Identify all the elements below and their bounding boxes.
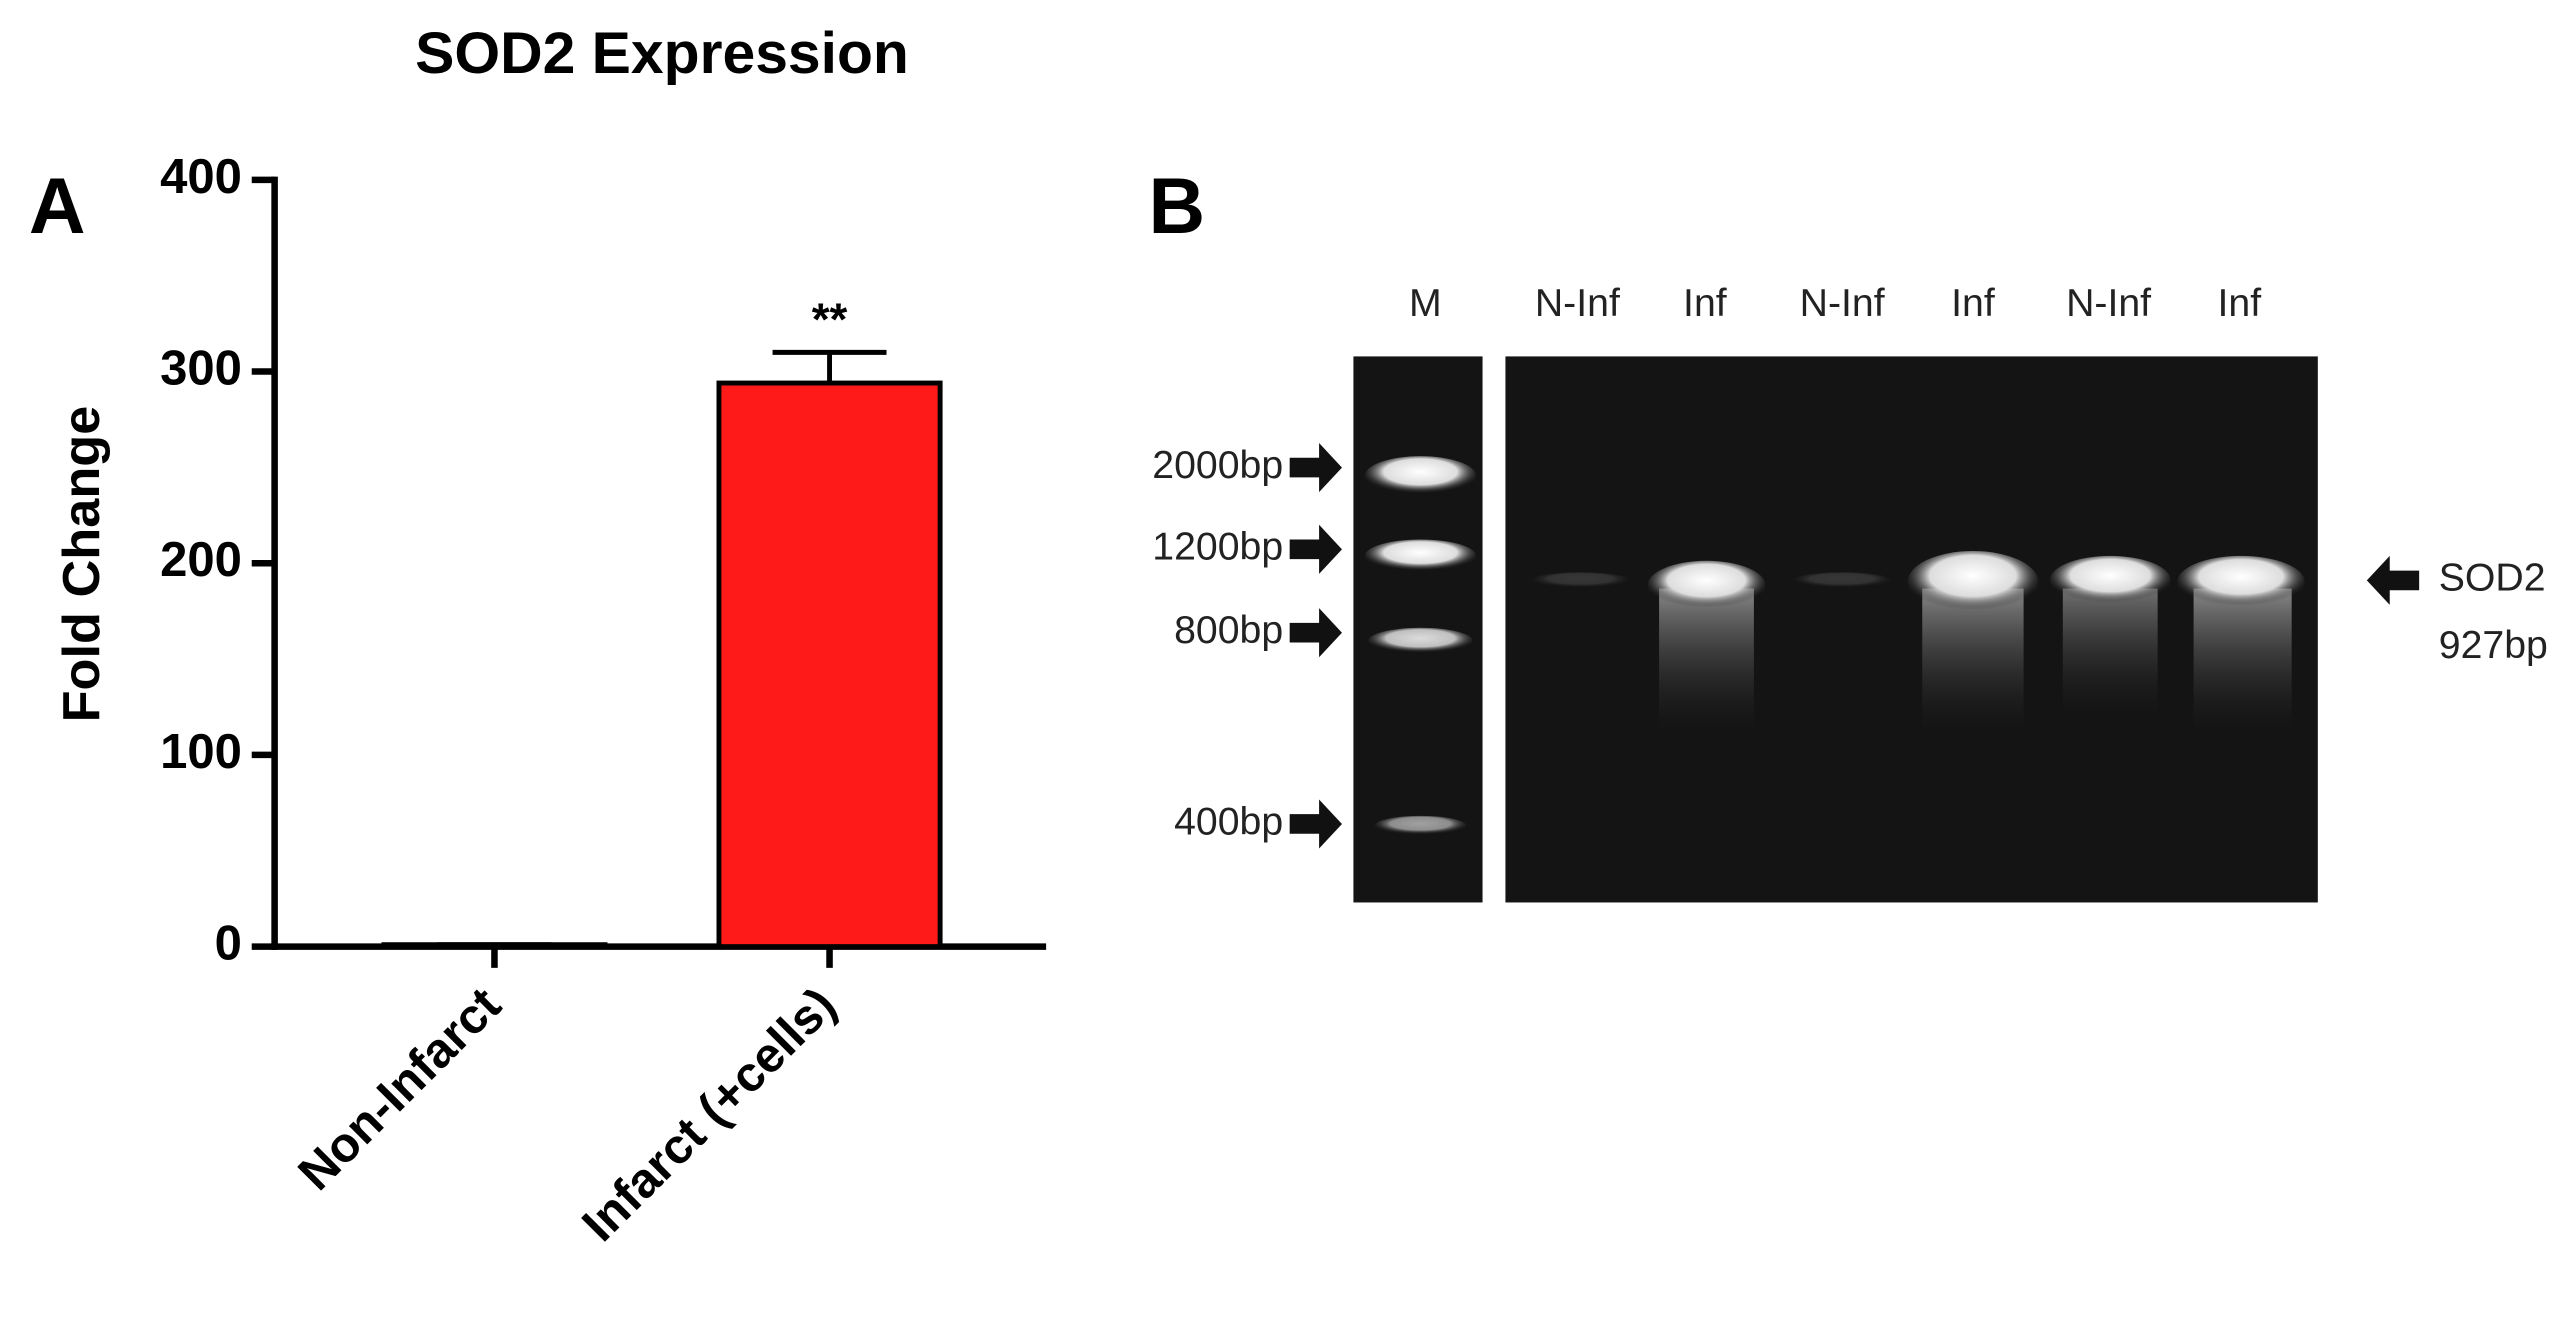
marker-band — [1364, 539, 1477, 573]
y-tick-label: 100 — [160, 725, 242, 779]
arrow — [1289, 608, 1342, 658]
y-tick-label: 200 — [160, 533, 242, 587]
lane-label: M — [1409, 281, 1442, 325]
band-size: 927bp — [2439, 623, 2548, 667]
arrow — [1289, 524, 1342, 574]
panel-label: B — [1149, 162, 1206, 250]
y-tick-label: 300 — [160, 341, 242, 395]
x-tick-label: Non-Infarct — [288, 978, 511, 1201]
band-name: SOD2 — [2439, 556, 2546, 600]
smear — [2193, 588, 2292, 736]
panel-label: A — [29, 162, 86, 250]
significance: ** — [812, 294, 848, 345]
smear — [1659, 588, 1754, 736]
lane-label: N-Inf — [1800, 281, 1885, 325]
x-tick-label: Infarct (+cells) — [572, 978, 846, 1252]
lane-label: Inf — [1683, 281, 1727, 325]
marker-band — [1368, 627, 1473, 654]
marker-label: 2000bp — [1152, 443, 1283, 487]
marker-band — [1374, 815, 1467, 836]
sample-band — [2177, 555, 2305, 609]
sample-band — [2049, 555, 2171, 605]
sample-band — [1647, 560, 1766, 610]
smear — [2062, 588, 2158, 720]
gel: M N-Inf Inf N-Inf Inf N-Inf Inf 2000bp 1… — [1152, 281, 2548, 903]
marker-label: 400bp — [1174, 799, 1283, 843]
arrow — [1289, 799, 1342, 849]
sample-band — [1793, 572, 1892, 589]
chart-title: SOD2 Expression — [415, 21, 909, 86]
sample-band — [1531, 572, 1630, 589]
y-tick-label: 400 — [160, 150, 242, 204]
lane-label: N-Inf — [1535, 281, 1620, 325]
arrow — [1289, 443, 1342, 493]
marker-band — [1364, 456, 1477, 496]
lane-label: N-Inf — [2066, 281, 2151, 325]
bar — [716, 380, 943, 950]
marker-label: 800bp — [1174, 608, 1283, 652]
marker-label: 1200bp — [1152, 525, 1283, 569]
y-axis-title: Fold Change — [53, 406, 111, 723]
y-tick-label: 0 — [215, 917, 242, 971]
sample-band — [1907, 550, 2039, 614]
sample-gel — [1505, 356, 2318, 903]
lane-label: Inf — [2218, 281, 2262, 325]
lane-label: Inf — [1951, 281, 1995, 325]
arrow — [2366, 555, 2420, 605]
bar — [381, 942, 608, 950]
